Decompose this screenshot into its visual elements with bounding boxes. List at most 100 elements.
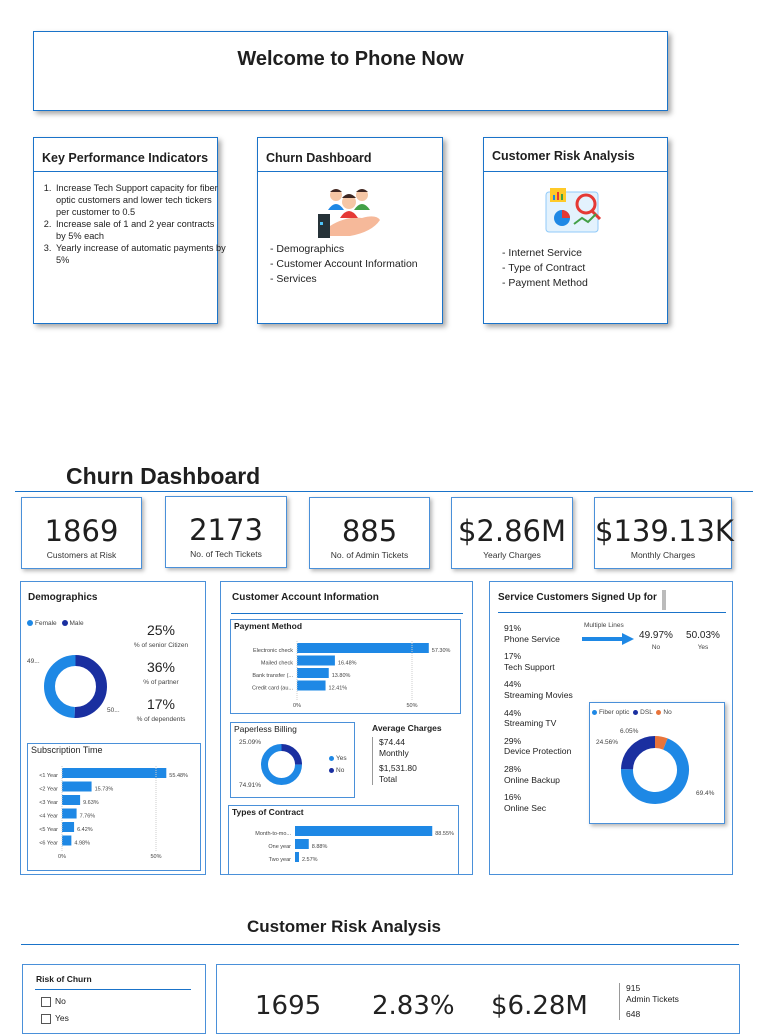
multiple-lines-title: Multiple Lines [584, 622, 624, 629]
stat-value: 885 [341, 514, 398, 548]
services-divider [498, 612, 726, 613]
list-item: - Demographics [270, 243, 345, 255]
churn-dashboard-divider [15, 491, 753, 492]
account-info-title: Customer Account Information [232, 592, 379, 603]
stat-value: $2.86M [457, 514, 567, 548]
average-charges-values: $74.44 Monthly $1,531.80 Total [372, 737, 462, 785]
donut-slice-no [281, 744, 302, 765]
stat-value: 1869 [44, 514, 119, 548]
risk-summary-panel: 1695 2.83% $6.28M 915 Admin Tickets 648 [216, 964, 740, 1034]
subscription-time-chart: Subscription Time <1 Year 55.48% <2 Year 15… [27, 743, 201, 871]
kpi-card[interactable]: Key Performance Indicators Increase Tech… [33, 137, 226, 324]
bar-data-label: 6.42% [77, 827, 93, 833]
paperless-legend: Yes No [329, 753, 347, 777]
risk-analysis-card[interactable]: Customer Risk Analysis - Internet Servic… [483, 137, 668, 324]
service-pct: 17% [504, 651, 522, 662]
risk-analysis-divider [21, 944, 739, 945]
bar-data-label: 15.73% [95, 787, 114, 793]
list-item: - Customer Account Information [270, 258, 418, 270]
services-panel: Service Customers Signed Up for 91% Phone… [489, 581, 733, 875]
bar-data-label: 4.98% [74, 841, 90, 847]
stat-label: Customers at Risk [46, 550, 117, 560]
stat-label: Yearly Charges [483, 550, 541, 560]
demographics-title: Demographics [28, 592, 98, 603]
partner-label: % of partner [143, 679, 179, 686]
bar [62, 795, 81, 805]
donut-slice-female [44, 655, 76, 718]
risk-stat-customers: 1695 [255, 991, 322, 1021]
bar-data-label: 88.55% [435, 831, 454, 837]
kpi-card-title: Key Performance Indicators [34, 138, 217, 172]
x-tick-label: 50% [150, 854, 161, 860]
paperless-label-yes: 74.91% [239, 782, 262, 789]
service-name: Device Protection [504, 746, 572, 757]
second-value: 648 [626, 1009, 641, 1019]
bar-category-label: Bank transfer (... [252, 673, 293, 679]
risk-option-no[interactable]: No [41, 996, 66, 1007]
bar-category-label: One year [268, 844, 291, 850]
churn-dashboard-card[interactable]: Churn Dashboard - Demographics - Custome… [257, 137, 443, 324]
bar-category-label: <3 Year [39, 800, 58, 806]
total-value: $1,531.80 [379, 763, 417, 773]
demographics-legend: Female Male [27, 620, 84, 627]
legend-yes: Yes [336, 755, 347, 762]
service-pct: 16% [504, 792, 522, 803]
legend-dot-yes [329, 755, 334, 761]
bar-category-label: <4 Year [39, 814, 58, 820]
monthly-label: Monthly [379, 748, 409, 758]
donut-label-male: 50... [107, 707, 120, 714]
bar [62, 781, 92, 792]
stat-label: Monthly Charges [630, 550, 696, 560]
bar [295, 852, 299, 862]
internet-legend: Fiber optic DSL No [592, 709, 672, 716]
multiple-lines-yes: 50.03% Yes [685, 630, 721, 651]
legend-male: Male [69, 620, 84, 627]
services-items: 91% Phone Service 17% Tech Support 44% Stream… [504, 623, 573, 820]
demographics-panel: Demographics Female Male 49... 50... 25%… [20, 581, 206, 875]
checkbox-icon[interactable] [41, 996, 51, 1007]
service-name: Tech Support [504, 661, 555, 672]
legend-dot-no [329, 767, 334, 773]
contract-types-title: Types of Contract [232, 807, 304, 817]
demographics-metrics: 25% % of senior Citizen 36% % of partner… [121, 622, 201, 723]
service-item: 91% Phone Service [504, 623, 573, 644]
churn-sections-list: - Demographics - Customer Account Inform… [270, 242, 418, 287]
legend-dot-male [61, 620, 68, 627]
legend-item: Yes [329, 753, 347, 765]
dependents-pct: 17% [146, 696, 176, 712]
account-info-panel: Customer Account Information Payment Met… [220, 581, 473, 875]
analytics-icon [545, 188, 602, 233]
bar [295, 839, 309, 849]
paperless-label-no: 25.09% [239, 739, 262, 746]
senior-citizen-pct: 25% [146, 622, 176, 638]
risk-card-title: Customer Risk Analysis [484, 138, 667, 172]
service-name: Streaming TV [504, 718, 557, 729]
legend-dot-female [27, 620, 33, 627]
service-name: Online Sec [504, 802, 547, 813]
stat-monthly-charges: $139.13K Monthly Charges [594, 497, 734, 569]
kpi-list: Increase Tech Support capacity for fiber… [40, 182, 226, 266]
welcome-banner: Welcome to Phone Now [33, 31, 668, 111]
service-item: 44% Streaming TV [504, 708, 573, 729]
x-tick-label: 50% [406, 703, 417, 709]
internet-label-dsl: 24.56% [596, 739, 619, 746]
checkbox-icon[interactable] [41, 1013, 51, 1024]
service-item: 17% Tech Support [504, 651, 573, 672]
legend-no-internet: No [663, 709, 672, 716]
bar-data-label: 7.76% [80, 814, 96, 820]
list-item: Increase Tech Support capacity for fiber… [54, 182, 226, 218]
stat-value: $139.13K [595, 514, 734, 548]
average-charges-title: Average Charges [372, 723, 442, 733]
multiple-lines-no-label: No [651, 644, 661, 651]
bar-data-label: 8.88% [312, 844, 328, 850]
risk-option-yes[interactable]: Yes [41, 1013, 69, 1024]
services-scrollbar[interactable] [662, 590, 666, 610]
bar-category-label: Credit card (au... [252, 686, 293, 692]
service-item: 16% Online Sec [504, 792, 573, 813]
dependents-label: % of dependents [136, 716, 186, 723]
stat-admin-tickets: 885 No. of Admin Tickets [309, 497, 430, 569]
total-label: Total [379, 774, 397, 784]
paperless-billing-chart: Paperless Billing 25.09% 74.91% Yes No [230, 722, 355, 798]
risk-stat-charges: $6.28M [491, 991, 588, 1021]
services-title: Service Customers Signed Up for [498, 592, 657, 603]
